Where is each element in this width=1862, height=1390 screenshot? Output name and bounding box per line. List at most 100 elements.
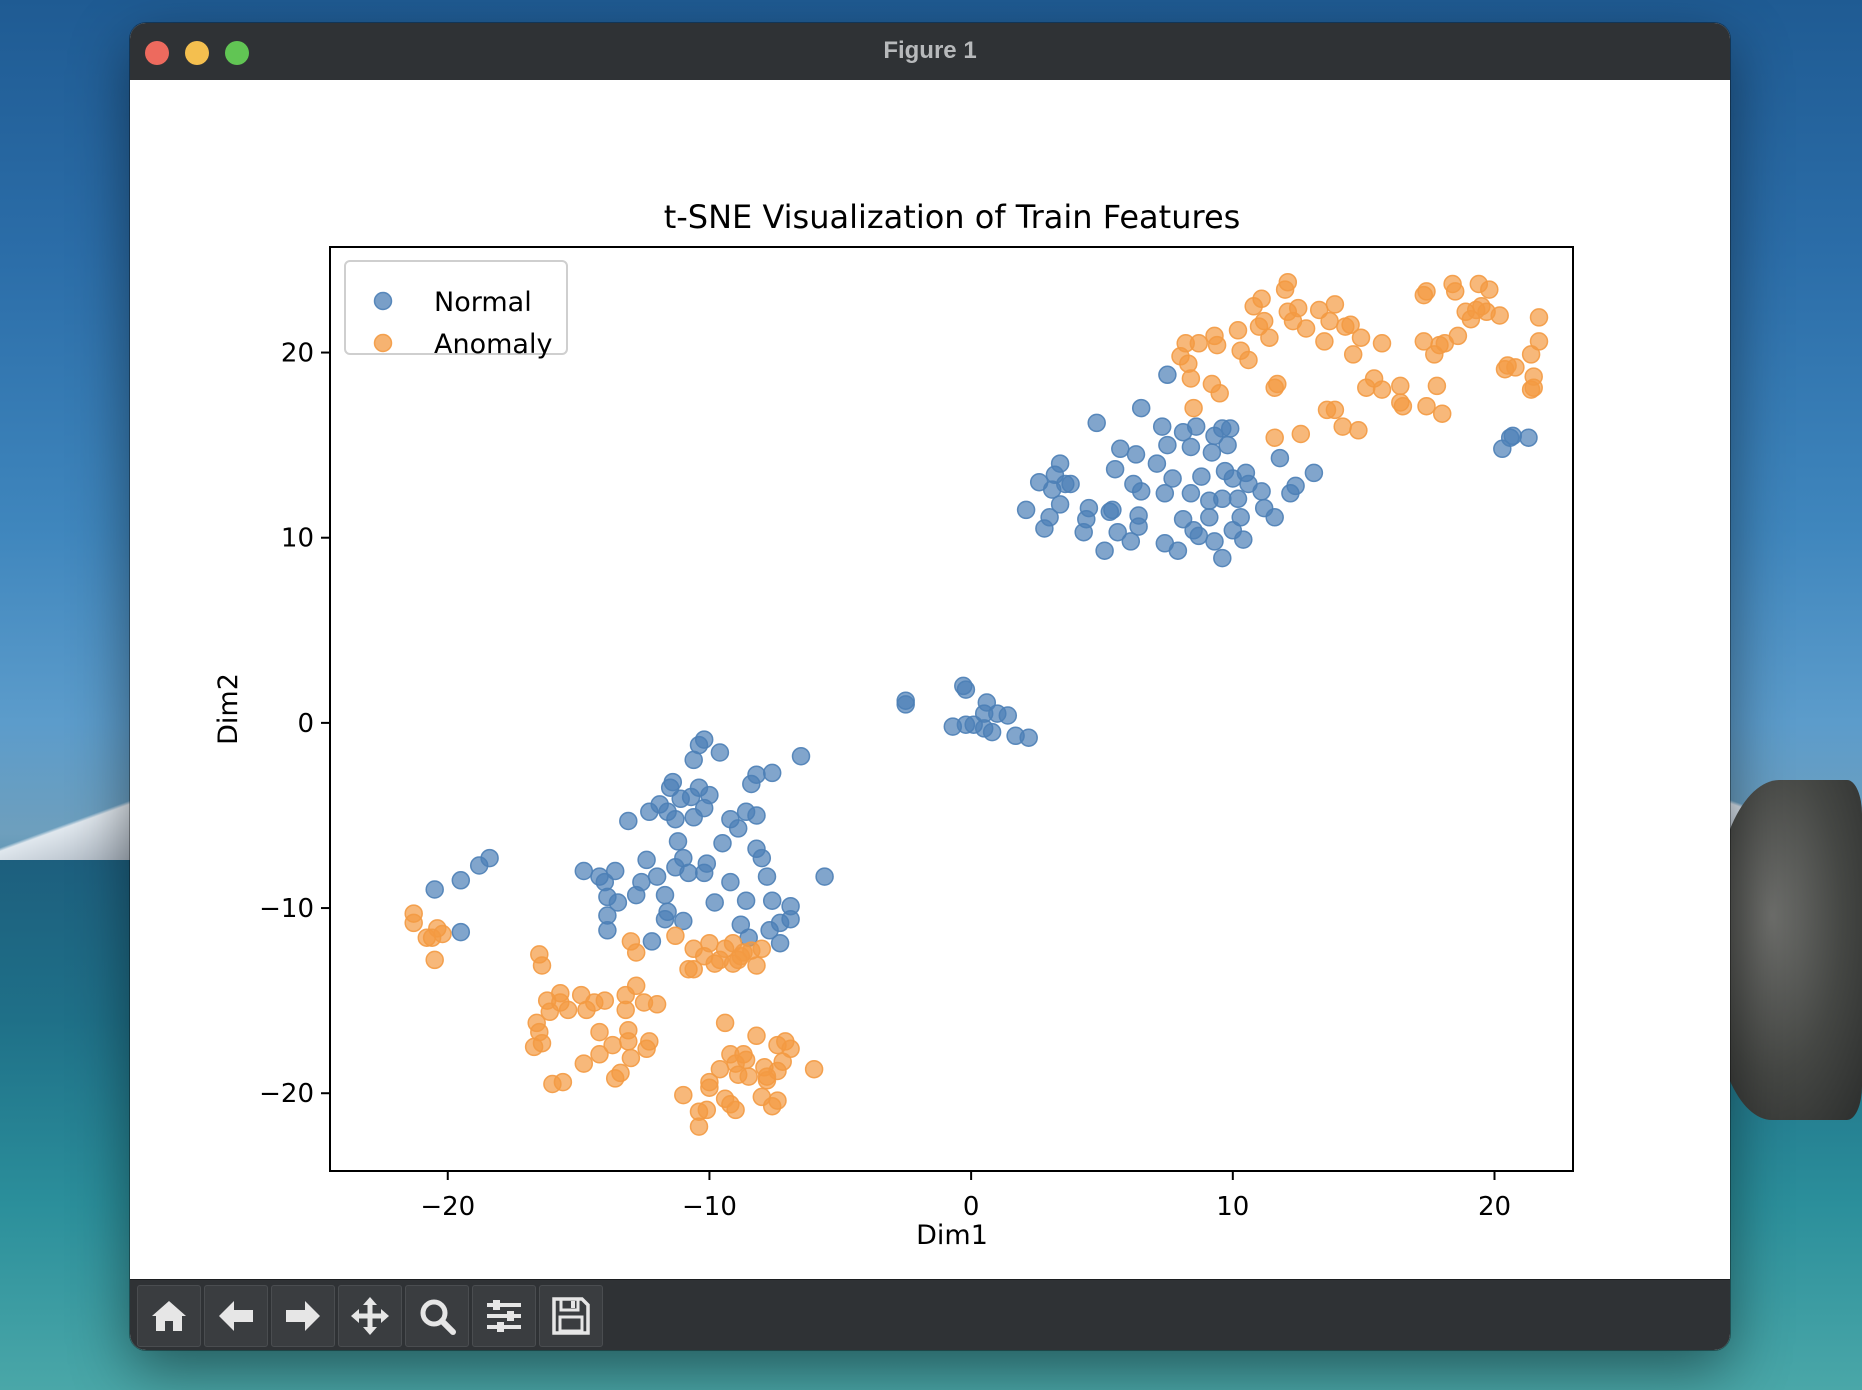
x-tick-label: 20 <box>1478 1192 1511 1222</box>
normal-point <box>1286 476 1305 496</box>
normal-point <box>642 932 662 951</box>
anomaly-point <box>1325 295 1345 314</box>
anomaly-point <box>804 1059 824 1079</box>
forward-button[interactable] <box>271 1285 335 1347</box>
normal-point <box>574 861 594 881</box>
save-button[interactable] <box>539 1285 603 1347</box>
close-window-button[interactable] <box>145 41 169 65</box>
anomaly-point <box>1393 396 1413 416</box>
y-tick-label: 0 <box>297 709 314 739</box>
magnifier-icon <box>420 1299 456 1335</box>
anomaly-point <box>1239 350 1258 370</box>
anomaly-point <box>1228 321 1248 340</box>
title-bar[interactable]: Figure 1 <box>130 23 1730 81</box>
anomaly-point <box>674 1085 693 1105</box>
normal-point <box>1218 435 1237 455</box>
normal-point <box>1189 526 1209 546</box>
normal-point <box>1304 463 1324 483</box>
anomaly-point <box>726 1100 745 1120</box>
normal-point <box>663 772 683 792</box>
pan-button[interactable] <box>338 1285 402 1347</box>
minimize-window-button[interactable] <box>185 41 209 65</box>
y-tick-label: −10 <box>259 894 314 924</box>
anomaly-point <box>1351 328 1371 347</box>
normal-point <box>728 819 748 838</box>
anomaly-point <box>1265 428 1284 447</box>
anomaly-point <box>1432 404 1452 423</box>
normal-point <box>605 861 625 881</box>
anomaly-point <box>1333 417 1352 436</box>
normal-point <box>705 893 724 912</box>
normal-point <box>1121 532 1141 551</box>
normal-point <box>1152 417 1172 436</box>
normal-point <box>647 867 667 886</box>
x-axis-ticks: −20 −10 0 10 20 <box>420 1171 1511 1222</box>
anomaly-point <box>700 1072 719 1092</box>
anomaly-point <box>747 956 766 975</box>
anomaly-point <box>752 939 772 959</box>
normal-point <box>694 730 714 749</box>
figure-window: Figure 1 t-SNE Visualization of Train Fe… <box>130 23 1730 1350</box>
maximize-window-button[interactable] <box>225 41 249 65</box>
normal-point <box>1205 532 1224 551</box>
anomaly-point <box>1341 315 1360 335</box>
normal-point <box>1231 508 1250 527</box>
anomaly-point <box>1529 332 1549 351</box>
normal-point <box>1079 498 1099 518</box>
back-button[interactable] <box>204 1285 268 1347</box>
normal-point <box>1158 435 1177 455</box>
normal-point <box>1105 459 1125 479</box>
x-tick-label: −10 <box>682 1192 737 1222</box>
normal-point <box>1252 482 1271 501</box>
normal-point <box>1234 530 1253 549</box>
anomaly-point <box>1427 376 1447 396</box>
anomaly-point <box>747 1026 766 1046</box>
anomaly-point <box>1189 334 1209 353</box>
anomaly-point <box>626 976 646 996</box>
sliders-icon <box>487 1300 521 1332</box>
x-tick-label: 10 <box>1216 1192 1249 1222</box>
normal-point <box>1126 445 1146 464</box>
anomaly-point <box>404 913 423 933</box>
normal-point <box>637 850 656 870</box>
normal-point <box>1103 500 1122 520</box>
home-button[interactable] <box>137 1285 201 1347</box>
anomaly-point <box>1445 282 1465 301</box>
normal-point <box>666 809 685 829</box>
y-tick-label: −20 <box>259 1079 314 1109</box>
anomaly-point <box>626 943 646 962</box>
x-tick-label: −20 <box>420 1192 475 1222</box>
desktop-wallpaper-rock <box>1712 780 1862 1120</box>
normal-point <box>632 872 651 892</box>
anomaly-point <box>1260 328 1279 347</box>
normal-point <box>1220 419 1240 438</box>
anomaly-point <box>1278 272 1298 292</box>
anomaly-point <box>1315 332 1334 351</box>
normal-point <box>1087 413 1106 433</box>
normal-point <box>815 867 834 886</box>
normal-point <box>480 848 499 868</box>
normal-point <box>655 885 675 905</box>
anomaly-point <box>1372 380 1392 399</box>
anomaly-point <box>1417 396 1436 416</box>
zoom-button[interactable] <box>405 1285 469 1347</box>
anomaly-point <box>532 1033 552 1053</box>
plot-canvas[interactable]: t-SNE Visualization of Train Features Di… <box>130 80 1730 1303</box>
axes-frame <box>329 246 1574 1172</box>
anomaly-point <box>640 1032 659 1051</box>
normal-point <box>1519 428 1538 447</box>
legend-normal-label: Normal <box>434 287 532 318</box>
normal-point <box>451 871 471 890</box>
configure-subplots-button[interactable] <box>472 1285 536 1347</box>
normal-point <box>982 722 1002 742</box>
normal-point <box>791 746 811 766</box>
anomaly-point <box>422 928 442 947</box>
anomaly-point <box>616 1000 635 1020</box>
normal-point <box>1186 417 1206 436</box>
anomaly-point <box>689 1117 709 1136</box>
anomaly-point <box>1291 424 1311 444</box>
normal-point <box>1213 548 1232 568</box>
anomaly-point <box>1325 400 1345 420</box>
normal-point <box>1200 508 1219 527</box>
normal-point <box>1129 506 1148 525</box>
